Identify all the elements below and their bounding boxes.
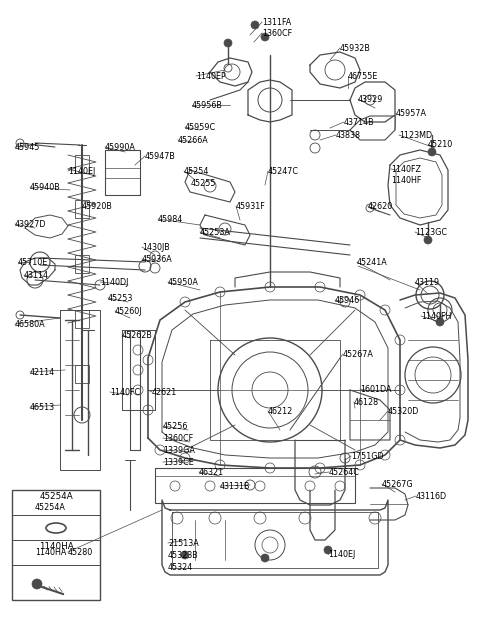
Text: 45984: 45984 [158,215,183,224]
Text: 1339GA: 1339GA [163,446,195,455]
Text: 42114: 42114 [30,368,55,377]
Bar [75,310,89,328]
Text: 45940B: 45940B [30,183,61,192]
Text: 1140FZ: 1140FZ [391,165,421,174]
Circle shape [424,236,432,244]
Text: 1140FH: 1140FH [421,312,451,321]
Text: 45280: 45280 [68,548,93,557]
Text: 1140EJ: 1140EJ [68,167,95,176]
Circle shape [261,33,269,41]
Text: 45256: 45256 [163,422,188,431]
Text: 46755E: 46755E [348,72,378,81]
Circle shape [261,554,269,562]
Text: 43714B: 43714B [344,118,374,127]
Text: 45957A: 45957A [396,109,427,118]
Text: 1140EP: 1140EP [196,72,226,81]
Text: 45247C: 45247C [268,167,299,176]
Text: 45267A: 45267A [343,350,374,359]
Text: 45254A: 45254A [39,492,73,501]
Text: 43131B: 43131B [220,482,251,491]
Text: 45945: 45945 [15,143,40,152]
Circle shape [324,546,332,554]
Text: 1140DJ: 1140DJ [100,278,128,287]
Text: 1140HA: 1140HA [35,548,66,557]
Text: 21513A: 21513A [168,539,199,548]
Text: 45255: 45255 [191,179,216,188]
Text: 43838: 43838 [336,131,361,140]
Circle shape [181,551,189,559]
Circle shape [428,148,436,156]
Text: 43929: 43929 [358,95,384,104]
Text: 45956B: 45956B [192,101,223,110]
Text: 1140HF: 1140HF [391,176,421,185]
Text: 1430JB: 1430JB [142,243,170,252]
Circle shape [436,318,444,326]
Text: 1140EJ: 1140EJ [328,550,355,559]
Bar [155,468,355,503]
Text: 1360CF: 1360CF [163,434,193,443]
Text: 45936A: 45936A [142,255,173,264]
Text: 45241A: 45241A [357,258,388,267]
Text: 1123GC: 1123GC [415,228,447,237]
Text: 45920B: 45920B [82,202,113,211]
Text: 45990A: 45990A [105,143,136,152]
Text: 43119: 43119 [415,278,440,287]
Text: 45253A: 45253A [200,228,231,237]
Bar [75,255,89,273]
Text: 1339CE: 1339CE [163,458,194,467]
Circle shape [224,39,232,47]
Text: 45950A: 45950A [168,278,199,287]
Text: 1601DA: 1601DA [360,385,392,394]
Text: 45324: 45324 [168,563,193,572]
Text: 46212: 46212 [268,407,293,416]
Text: 1751GD: 1751GD [351,452,384,461]
Text: 45320D: 45320D [388,407,420,416]
Text: 45710E: 45710E [18,258,48,267]
Text: 46580A: 46580A [15,320,46,329]
Text: 45947B: 45947B [145,152,176,161]
Text: 46128: 46128 [354,398,379,407]
Text: 45254A: 45254A [35,503,66,512]
Text: 45959C: 45959C [185,123,216,132]
Text: 46513: 46513 [30,403,55,412]
Circle shape [251,21,259,29]
Text: 1360CF: 1360CF [262,29,292,38]
Text: 42620: 42620 [368,202,393,211]
Text: 43927D: 43927D [15,220,47,229]
Text: 1140HA: 1140HA [38,542,73,551]
Text: 45260J: 45260J [115,307,143,316]
Text: 46321: 46321 [199,468,224,477]
Text: 45932B: 45932B [340,44,371,53]
Text: 42621: 42621 [152,388,177,397]
Bar [75,365,89,383]
Bar [75,155,89,173]
Circle shape [32,579,42,589]
Text: 45262B: 45262B [122,331,153,340]
Text: 45946: 45946 [335,296,360,305]
Text: 45264C: 45264C [329,468,360,477]
Text: 1311FA: 1311FA [262,18,291,27]
Text: 45210: 45210 [428,140,453,149]
Text: 45267G: 45267G [382,480,414,489]
Text: 45931F: 45931F [236,202,266,211]
Text: 1140FC: 1140FC [110,388,140,397]
Text: 45266A: 45266A [178,136,209,145]
Bar [75,200,89,218]
Bar [12,490,100,600]
Text: 1123MD: 1123MD [399,131,432,140]
Text: 45254: 45254 [184,167,209,176]
Text: 45253: 45253 [108,294,133,303]
Text: 43114: 43114 [24,271,49,280]
Text: 45323B: 45323B [168,551,199,560]
Text: 43116D: 43116D [416,492,447,501]
